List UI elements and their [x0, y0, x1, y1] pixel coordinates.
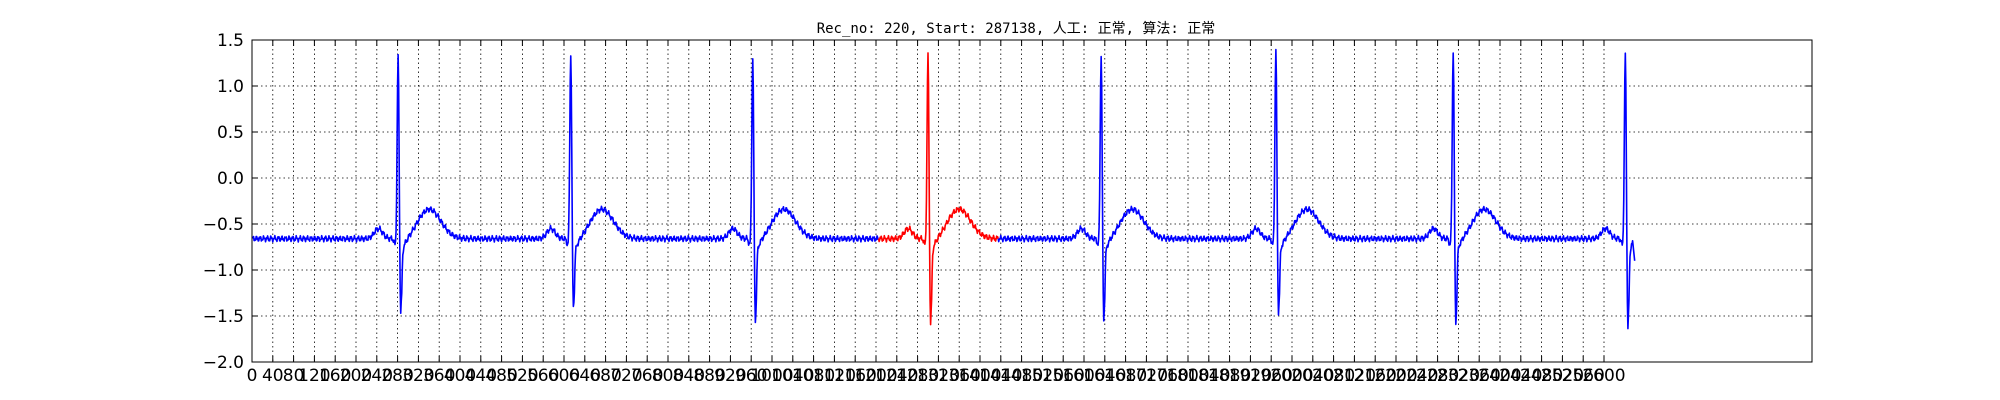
x-tick-label: 1800 — [1166, 366, 1209, 386]
x-tick-label: 1520 — [1021, 366, 1064, 386]
x-tick-label: 840 — [673, 366, 705, 386]
x-tick-label: 80 — [283, 366, 305, 386]
x-tick-label: 2440 — [1499, 366, 1542, 386]
x-tick-label: 720 — [610, 366, 642, 386]
x-tick-label: 40 — [262, 366, 284, 386]
x-tick-label: 160 — [319, 366, 351, 386]
x-tick-label: 640 — [569, 366, 601, 386]
x-tick-label: 320 — [402, 366, 434, 386]
x-tick-label: 1200 — [854, 366, 897, 386]
y-tick-label: 1.5 — [217, 31, 244, 51]
x-tick-label: 240 — [361, 366, 393, 386]
x-tick-label: 2520 — [1541, 366, 1584, 386]
x-tick-label: 2280 — [1416, 366, 1459, 386]
x-tick-label: 520 — [506, 366, 538, 386]
ecg-series-segment — [997, 48, 1636, 330]
y-tick-label: −1.5 — [203, 307, 244, 327]
x-tick-label: 2400 — [1478, 366, 1521, 386]
y-tick-label: 0.0 — [217, 169, 244, 189]
x-tick-label: 1120 — [813, 366, 856, 386]
x-tick-label: 120 — [298, 366, 330, 386]
x-tick-label: 360 — [423, 366, 455, 386]
x-tick-label: 200 — [340, 366, 372, 386]
x-tick-label: 2200 — [1374, 366, 1417, 386]
x-tick-label: 1840 — [1187, 366, 1230, 386]
x-tick-label: 760 — [631, 366, 663, 386]
y-tick-label: 1.0 — [217, 77, 244, 97]
x-tick-label: 1280 — [896, 366, 939, 386]
x-tick-label: 1240 — [875, 366, 918, 386]
x-tick-label: 440 — [465, 366, 497, 386]
x-tick-label: 1680 — [1104, 366, 1147, 386]
x-tick-label: 2000 — [1270, 366, 1313, 386]
x-tick-label: 2560 — [1562, 366, 1605, 386]
x-tick-label: 1640 — [1083, 366, 1126, 386]
x-tick-label: 1160 — [834, 366, 877, 386]
x-tick-label: 1600 — [1062, 366, 1105, 386]
x-tick-label: 2600 — [1582, 366, 1625, 386]
x-tick-label: 1080 — [792, 366, 835, 386]
x-tick-label: 1000 — [750, 366, 793, 386]
x-axis-ticks: 0 40 8012016020024028032036040044048052056… — [247, 40, 1626, 386]
x-tick-label: 280 — [381, 366, 413, 386]
x-tick-label: 480 — [485, 366, 517, 386]
y-tick-label: −0.5 — [203, 215, 244, 235]
x-tick-label: 2160 — [1354, 366, 1397, 386]
x-tick-label: 800 — [652, 366, 684, 386]
chart-title: Rec_no: 220, Start: 287138, 人工: 正常, 算法: … — [816, 21, 1216, 37]
x-tick-label: 2080 — [1312, 366, 1355, 386]
x-tick-label: 1440 — [979, 366, 1022, 386]
x-tick-label: 960 — [735, 366, 767, 386]
x-tick-label: 1320 — [917, 366, 960, 386]
y-tick-label: 0.5 — [217, 123, 244, 143]
x-tick-label: 920 — [714, 366, 746, 386]
plot-frame — [251, 39, 1813, 363]
x-tick-label: 2040 — [1291, 366, 1334, 386]
x-tick-label: 1760 — [1146, 366, 1189, 386]
x-tick-label: 560 — [527, 366, 559, 386]
x-tick-label: 1560 — [1042, 366, 1085, 386]
x-tick-label: 1880 — [1208, 366, 1251, 386]
x-tick-label: 1360 — [938, 366, 981, 386]
x-tick-label: 1040 — [771, 366, 814, 386]
y-tick-label: −1.0 — [203, 261, 244, 281]
x-tick-label: 600 — [548, 366, 580, 386]
x-tick-label: 1480 — [1000, 366, 1043, 386]
x-tick-label: 2360 — [1458, 366, 1501, 386]
x-tick-label: 2240 — [1395, 366, 1438, 386]
x-tick-label: 1400 — [958, 366, 1001, 386]
x-tick-label: 1920 — [1229, 366, 1272, 386]
ecg-series-segment — [251, 53, 880, 324]
x-tick-label: 0 — [247, 366, 258, 386]
x-tick-label: 880 — [693, 366, 725, 386]
x-tick-label: 400 — [444, 366, 476, 386]
y-tick-label: −2.0 — [203, 353, 244, 373]
ecg-signal — [251, 48, 1636, 330]
x-tick-label: 1960 — [1250, 366, 1293, 386]
grid-lines — [251, 39, 1812, 363]
x-tick-label: 1720 — [1125, 366, 1168, 386]
x-tick-label: 2320 — [1437, 366, 1480, 386]
x-tick-label: 680 — [589, 366, 621, 386]
ecg-series-segment — [877, 52, 999, 326]
x-tick-label: 2480 — [1520, 366, 1563, 386]
x-tick-label: 2120 — [1333, 366, 1376, 386]
y-axis-ticks: −2.0 −1.5 −1.0 −0.5 0.0 0.5 1.0 1.5 — [203, 31, 1812, 373]
